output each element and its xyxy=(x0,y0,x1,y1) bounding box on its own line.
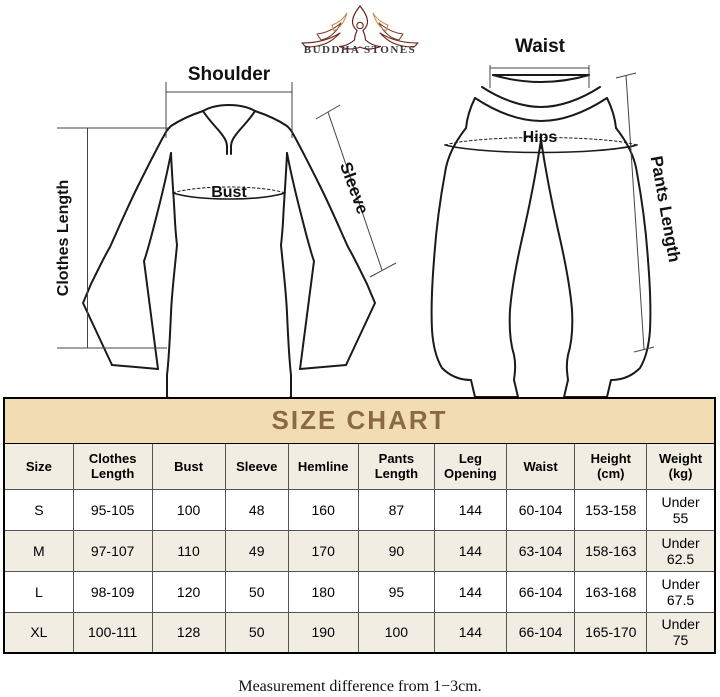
svg-text:Pants Length: Pants Length xyxy=(647,154,684,263)
svg-text:Bust: Bust xyxy=(211,184,247,201)
svg-text:Sleeve: Sleeve xyxy=(336,160,372,217)
svg-text:Clothes Length: Clothes Length xyxy=(55,180,72,296)
svg-text:Shoulder: Shoulder xyxy=(188,64,271,85)
svg-text:Waist: Waist xyxy=(515,36,566,57)
svg-text:Hips: Hips xyxy=(523,129,558,146)
